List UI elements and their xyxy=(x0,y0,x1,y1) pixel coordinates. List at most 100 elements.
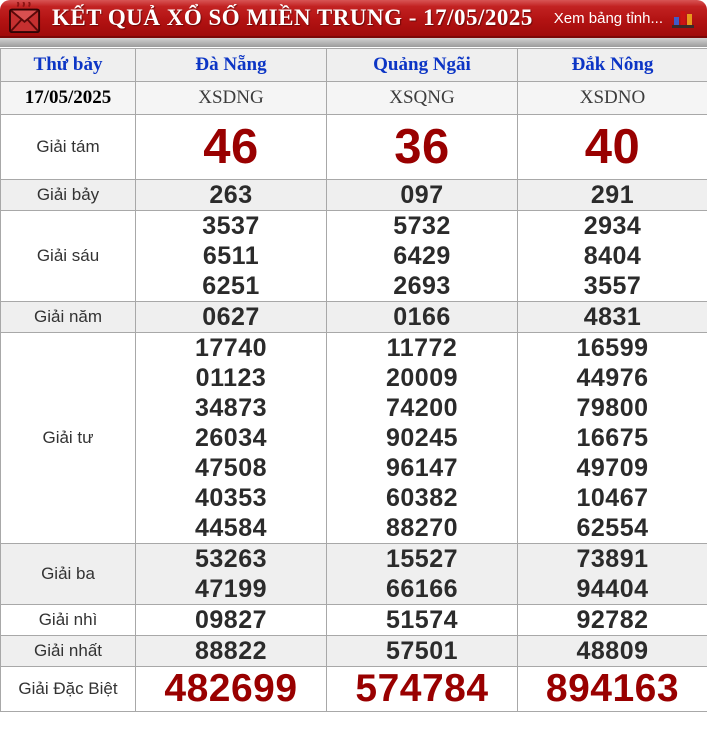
column-header-da-nang[interactable]: Đà Nẵng xyxy=(135,48,327,82)
prize-numbers-cell: 16599 44976 79800 16675 49709 10467 62554 xyxy=(517,332,707,544)
prize-number: 16599 xyxy=(576,334,649,362)
prize-number: 46 xyxy=(203,120,259,174)
prize-number: 894163 xyxy=(545,667,680,710)
header-bar: KẾT QUẢ XỔ SỐ MIỀN TRUNG - 17/05/2025 Xe… xyxy=(0,0,707,38)
prize-numbers-cell: 92782 xyxy=(517,604,707,636)
prize-number: 11772 xyxy=(386,334,458,362)
prize-number: 94404 xyxy=(576,575,649,603)
prize-number: 291 xyxy=(590,181,635,209)
prize-label: Giải nhì xyxy=(0,604,136,636)
prize-number: 49709 xyxy=(576,454,649,482)
view-province-table-link[interactable]: Xem bảng tỉnh... xyxy=(553,9,663,27)
prize-numbers-cell: 11772 20009 74200 90245 96147 60382 88270 xyxy=(326,332,518,544)
prize-number: 2934 xyxy=(583,212,642,240)
prize-row: Giải ba 53263 47199 15527 66166 73891 94404 xyxy=(0,543,707,605)
prize-label: Giải bảy xyxy=(0,179,136,211)
column-header-quang-ngai[interactable]: Quảng Ngãi xyxy=(326,48,518,82)
prize-number: 36 xyxy=(394,120,450,174)
station-code-xsdno[interactable]: XSDNO xyxy=(517,81,707,115)
column-header-dak-nong[interactable]: Đắk Nông xyxy=(517,48,707,82)
prize-numbers-cell: 4831 xyxy=(517,301,707,333)
prize-number: 96147 xyxy=(385,454,459,482)
prize-numbers-cell: 17740 01123 34873 26034 47508 40353 44584 xyxy=(135,332,327,544)
prize-label: Giải tư xyxy=(0,332,136,544)
prize-number: 26034 xyxy=(194,424,268,452)
prize-numbers-cell: 53263 47199 xyxy=(135,543,327,605)
prize-number: 01123 xyxy=(195,364,267,392)
prize-number: 74200 xyxy=(385,394,459,422)
prize-numbers-cell: 09827 xyxy=(135,604,327,636)
prize-number: 90245 xyxy=(385,424,459,452)
prize-number: 3557 xyxy=(583,272,642,300)
prize-number: 73891 xyxy=(576,545,649,573)
prize-number: 09827 xyxy=(194,606,268,634)
prize-number: 44976 xyxy=(576,364,649,392)
prize-row: Giải nhì 09827 51574 92782 xyxy=(0,604,707,636)
prize-numbers-cell: 0166 xyxy=(326,301,518,333)
prize-numbers-cell: 51574 xyxy=(326,604,518,636)
prize-number: 2693 xyxy=(393,272,451,300)
prize-numbers-cell: 3537 6511 6251 xyxy=(135,210,327,302)
prize-row: Giải tám 46 36 40 xyxy=(0,114,707,180)
prize-row: Giải sáu 3537 6511 6251 5732 6429 2693 2934 8404… xyxy=(0,210,707,302)
prize-number: 263 xyxy=(209,181,253,209)
prize-number: 6429 xyxy=(393,242,451,270)
prize-numbers-cell: 46 xyxy=(135,114,327,180)
prize-row: Giải năm 0627 0166 4831 xyxy=(0,301,707,333)
prize-number: 0627 xyxy=(202,303,260,331)
prize-number: 8404 xyxy=(583,242,642,270)
results-table: Thứ bảy Đà Nẵng Quảng Ngãi Đắk Nông 17/0… xyxy=(0,48,707,712)
prize-number: 92782 xyxy=(576,606,649,634)
column-header-row: Thứ bảy Đà Nẵng Quảng Ngãi Đắk Nông xyxy=(0,48,707,82)
envelope-icon xyxy=(8,2,41,34)
header-shadow-strip xyxy=(0,38,707,47)
prize-number: 20009 xyxy=(385,364,459,392)
prize-numbers-cell: 73891 94404 xyxy=(517,543,707,605)
page-title: KẾT QUẢ XỔ SỐ MIỀN TRUNG - 17/05/2025 xyxy=(52,5,533,30)
prize-numbers-cell: 15527 66166 xyxy=(326,543,518,605)
prize-number: 34873 xyxy=(194,394,268,422)
lottery-results-page: KẾT QUẢ XỔ SỐ MIỀN TRUNG - 17/05/2025 Xe… xyxy=(0,0,707,712)
prize-row: Giải bảy 263 097 291 xyxy=(0,179,707,211)
prize-numbers-cell: 263 xyxy=(135,179,327,211)
bar-chart-icon[interactable] xyxy=(671,7,695,29)
prize-number: 097 xyxy=(400,181,444,209)
prize-number: 51574 xyxy=(385,606,459,634)
prize-numbers-cell: 48809 xyxy=(517,635,707,667)
prize-numbers-cell: 482699 xyxy=(135,666,327,712)
prize-number: 88270 xyxy=(385,514,459,542)
prize-numbers-cell: 2934 8404 3557 xyxy=(517,210,707,302)
prize-number: 0166 xyxy=(393,303,451,331)
prize-number: 66166 xyxy=(385,575,459,603)
prize-number: 6251 xyxy=(202,272,260,300)
prize-number: 53263 xyxy=(194,545,268,573)
prize-number: 48809 xyxy=(576,637,649,665)
station-code-xsqng[interactable]: XSQNG xyxy=(326,81,518,115)
prize-number: 6511 xyxy=(202,242,260,270)
prize-number: 79800 xyxy=(576,394,649,422)
station-code-xsdng[interactable]: XSDNG xyxy=(135,81,327,115)
prize-label: Giải tám xyxy=(0,114,136,180)
prize-number: 10467 xyxy=(576,484,649,512)
prize-numbers-cell: 40 xyxy=(517,114,707,180)
prize-label: Giải ba xyxy=(0,543,136,605)
prize-label: Giải năm xyxy=(0,301,136,333)
prize-number: 57501 xyxy=(385,637,459,665)
prize-numbers-cell: 291 xyxy=(517,179,707,211)
prize-number: 15527 xyxy=(385,545,459,573)
prize-numbers-cell: 0627 xyxy=(135,301,327,333)
results-tbody: 17/05/2025 XSDNG XSQNG XSDNO Giải tám 46 3… xyxy=(0,81,707,712)
prize-number: 5732 xyxy=(393,212,451,240)
prize-number: 40 xyxy=(584,120,641,174)
prize-numbers-cell: 574784 xyxy=(326,666,518,712)
prize-number: 44584 xyxy=(194,514,268,542)
prize-number: 574784 xyxy=(355,667,489,710)
prize-number: 3537 xyxy=(202,212,260,240)
draw-date: 17/05/2025 xyxy=(0,81,136,115)
prize-numbers-cell: 097 xyxy=(326,179,518,211)
prize-numbers-cell: 5732 6429 2693 xyxy=(326,210,518,302)
prize-number: 16675 xyxy=(576,424,649,452)
prize-number: 88822 xyxy=(194,637,268,665)
prize-numbers-cell: 57501 xyxy=(326,635,518,667)
prize-number: 482699 xyxy=(164,667,298,710)
